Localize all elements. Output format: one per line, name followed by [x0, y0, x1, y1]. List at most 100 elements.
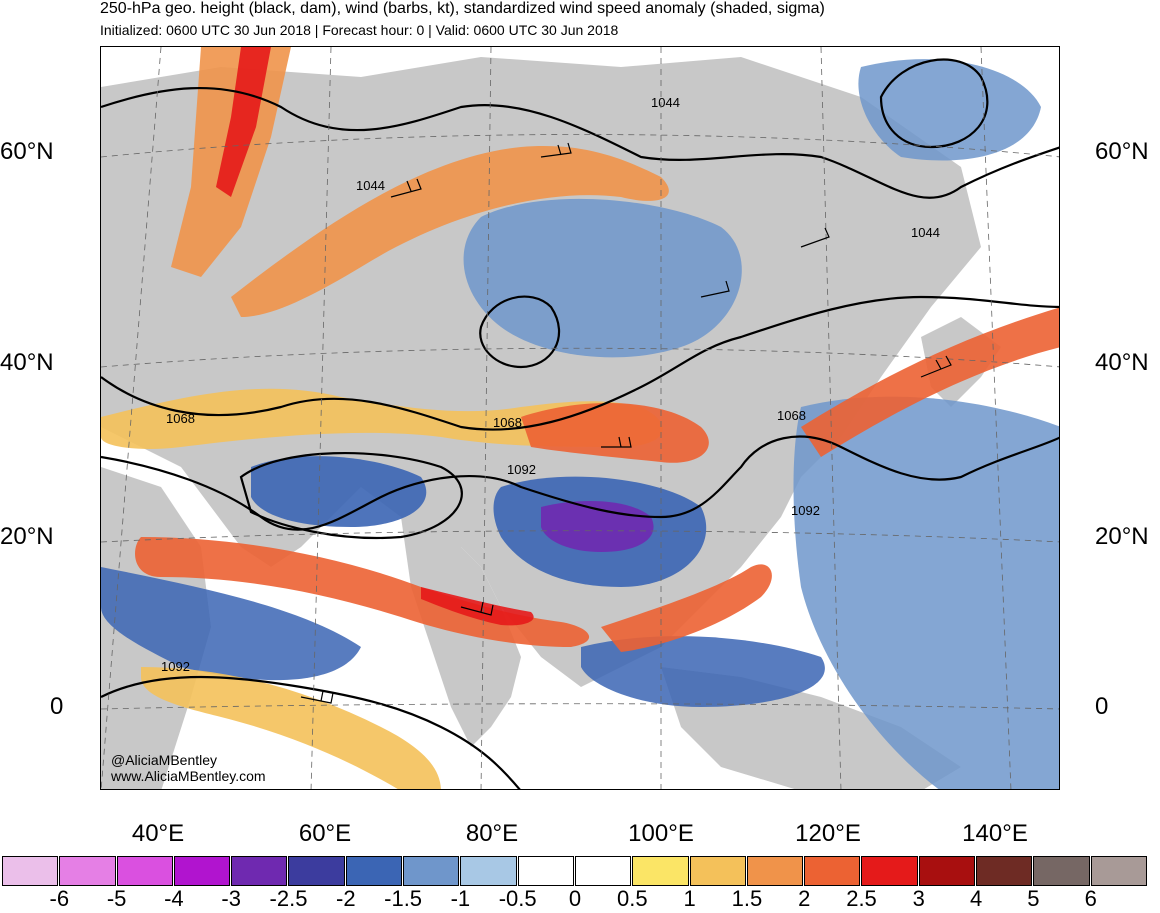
colorbar-tick-label: -2.5 — [269, 886, 308, 911]
anomaly-blue-west-pacific — [793, 396, 1059, 789]
colorbar-tick-label: -1 — [450, 886, 471, 911]
contour-label: 1044 — [911, 225, 940, 240]
chart-title: 250-hPa geo. height (black, dam), wind (… — [100, 0, 825, 17]
colorbar-tick-label: 0 — [568, 886, 582, 911]
colorbar-tick-label: -0.5 — [498, 886, 537, 911]
colorbar-swatch — [689, 856, 746, 886]
contour-1068 — [101, 295, 1059, 431]
lat-label-right: 40°N — [1095, 349, 1149, 376]
anomaly-blue-northeast — [858, 59, 1041, 161]
colorbar-swatch — [574, 856, 632, 886]
anomaly-blue-central-asia — [463, 198, 742, 358]
jet-streak-midlatitude — [101, 388, 663, 449]
lat-label-right: 0 — [1095, 693, 1109, 720]
contour-1068-loop — [479, 295, 561, 369]
colorbar-tick-label: 3 — [912, 886, 925, 911]
wind-barb — [390, 178, 422, 198]
colorbar-swatch — [1090, 856, 1147, 886]
jet-core-northern-india — [421, 587, 534, 626]
colorbar-tick-label: -4 — [164, 886, 184, 911]
colorbar-tick-label: 2.5 — [846, 886, 877, 911]
contour-1044-loop — [879, 58, 989, 149]
meridian — [480, 47, 492, 789]
meridian — [101, 47, 162, 789]
lon-label: 140°E — [962, 820, 1028, 847]
map-svg: 1044 1044 1044 1068 1068 1068 1092 1092 … — [101, 47, 1059, 789]
colorbar-swatch — [1033, 856, 1090, 886]
parallel — [101, 530, 1059, 543]
jet-streak-japan — [801, 307, 1059, 457]
colorbar-swatch — [804, 856, 861, 886]
chart-subtitle: Initialized: 0600 UTC 30 Jun 2018 | Fore… — [100, 22, 619, 38]
colorbar-tick-label: 0.5 — [617, 886, 648, 911]
colorbar-tick-label: 6 — [1084, 886, 1097, 911]
wind-barb — [460, 601, 494, 616]
colorbar-swatch — [2, 856, 59, 886]
anomaly-blue-south-china-sea — [581, 636, 825, 707]
wind-barb — [540, 142, 572, 158]
anomaly-blue-indian-ocean — [101, 567, 361, 681]
lon-label: 80°E — [465, 820, 519, 847]
jet-streak-northern-india — [135, 537, 590, 647]
map-panel: 1044 1044 1044 1068 1068 1068 1092 1092 … — [100, 46, 1060, 790]
lat-label-right: 60°N — [1095, 138, 1149, 165]
parallel — [101, 347, 1059, 368]
colorbar-tick-label: -2 — [336, 886, 356, 911]
colorbar-tick-label: 4 — [969, 886, 983, 911]
parallel — [101, 134, 1059, 158]
colorbar-tick-label: 2 — [798, 886, 811, 911]
colorbar-swatch — [345, 856, 403, 886]
colorbar-swatch — [517, 856, 574, 886]
jet-streak-siberia — [231, 146, 669, 317]
contour-label: 1068 — [777, 408, 806, 423]
colorbar-tick-label: -6 — [49, 886, 70, 911]
colorbar-swatch — [288, 856, 345, 886]
credit-handle: @AliciaMBentley — [111, 752, 218, 768]
contour-label: 1044 — [651, 95, 680, 110]
lat-label-left: 20°N — [0, 523, 54, 550]
parallel — [101, 703, 1059, 710]
colorbar-tick-label: -5 — [106, 886, 127, 911]
jet-streak-equatorial — [141, 667, 441, 789]
colorbar — [2, 856, 1148, 886]
lon-label: 100°E — [628, 820, 694, 847]
lat-label-right: 20°N — [1095, 523, 1149, 550]
wind-barb — [800, 227, 830, 248]
contour-label: 1068 — [166, 411, 195, 426]
colorbar-swatch — [861, 856, 918, 886]
colorbar-tick-label: -3 — [221, 886, 241, 911]
height-contours — [101, 58, 1059, 789]
colorbar-tick-label: -1.5 — [384, 886, 423, 911]
credit-url: www.AliciaMBentley.com — [111, 768, 266, 784]
contour-label: 1092 — [507, 462, 536, 477]
meridian — [310, 47, 332, 789]
colorbar-swatch — [632, 856, 689, 886]
wind-barb — [700, 280, 730, 298]
jet-streak-bay-of-bengal — [601, 564, 772, 652]
lon-label: 60°E — [298, 820, 352, 847]
colorbar-swatch — [460, 856, 517, 886]
colorbar-swatch — [403, 856, 460, 886]
graticule — [101, 47, 1059, 789]
contour-1092 — [101, 435, 1059, 531]
jet-core-northwest — [216, 47, 271, 197]
land-europe-asia — [101, 57, 981, 687]
contour-label: 1044 — [356, 178, 385, 193]
colorbar-swatch — [116, 856, 173, 886]
meridian — [820, 47, 842, 789]
lon-label: 120°E — [795, 820, 861, 847]
lat-label-left: 60°N — [0, 138, 54, 165]
contour-label: 1092 — [161, 659, 190, 674]
colorbar-tick-label: 1 — [683, 886, 696, 911]
lat-label-left: 0 — [50, 693, 64, 720]
colorbar-tick-label: 5 — [1027, 886, 1040, 911]
wind-barbs — [300, 142, 952, 704]
meridian — [980, 47, 1012, 789]
colorbar-swatch — [231, 856, 288, 886]
contour-1044 — [101, 87, 1059, 199]
lat-label-left: 40°N — [0, 349, 54, 376]
colorbar-swatch — [173, 856, 231, 886]
colorbar-swatch — [976, 856, 1033, 886]
colorbar-swatch — [59, 856, 116, 886]
colorbar-tick-label: 1.5 — [731, 886, 763, 911]
